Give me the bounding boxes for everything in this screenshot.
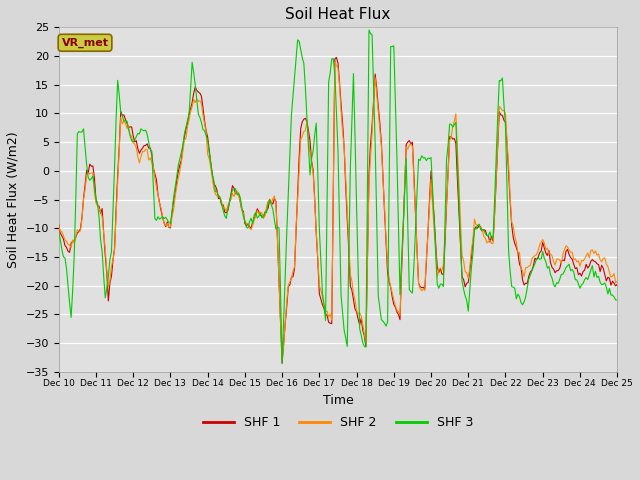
X-axis label: Time: Time <box>323 394 353 407</box>
Legend: SHF 1, SHF 2, SHF 3: SHF 1, SHF 2, SHF 3 <box>198 411 478 434</box>
Y-axis label: Soil Heat Flux (W/m2): Soil Heat Flux (W/m2) <box>7 131 20 268</box>
Text: VR_met: VR_met <box>61 37 109 48</box>
Title: Soil Heat Flux: Soil Heat Flux <box>285 7 390 22</box>
